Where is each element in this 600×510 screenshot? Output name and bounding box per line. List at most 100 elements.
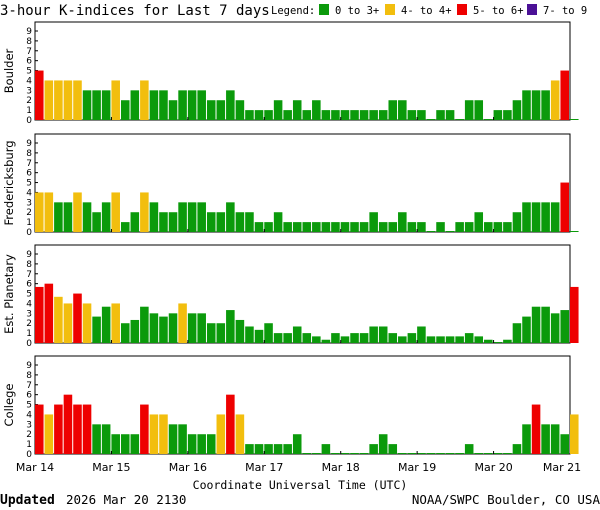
legend-swatch-yellow [385, 4, 395, 15]
k-index-bar [484, 119, 493, 120]
x-tick-label: Mar 20 [474, 461, 512, 474]
legend-item-purple: 7- to 9 [543, 5, 587, 17]
k-index-bar [120, 323, 130, 343]
k-index-bar [541, 202, 550, 232]
bars [35, 283, 579, 343]
panel-label: College [2, 384, 16, 427]
y-tick-label: 4 [26, 299, 32, 309]
k-index-bar [426, 336, 436, 343]
panel-label: Boulder [2, 48, 16, 93]
k-index-bar [283, 444, 292, 454]
k-index-bar [254, 329, 264, 343]
k-index-bar [44, 283, 54, 343]
k-index-bar [503, 453, 512, 454]
legend-swatch-red [457, 4, 467, 15]
k-index-bar [35, 192, 44, 232]
source-credit: NOAA/SWPC Boulder, CO USA [412, 492, 600, 507]
x-axis-title: Coordinate Universal Time (UTC) [193, 478, 408, 492]
k-index-bar [44, 414, 54, 454]
k-index-bar [54, 202, 63, 232]
k-index-bar [245, 212, 254, 232]
panel-label: Fredericksburg [2, 140, 16, 225]
k-index-bar [331, 333, 340, 343]
k-index-bar [407, 333, 417, 343]
k-index-bar [206, 323, 216, 343]
k-index-bar [187, 313, 197, 343]
k-index-bar [130, 212, 140, 232]
k-index-bar [273, 212, 283, 232]
k-index-bar [92, 90, 101, 120]
y-tick-label: 4 [26, 410, 32, 420]
k-index-bar [522, 90, 531, 120]
y-tick-label: 7 [26, 159, 32, 169]
y-tick-label: 8 [26, 149, 32, 159]
k-index-bar [369, 326, 378, 343]
k-index-bar [159, 212, 168, 232]
y-tick-label: 5 [26, 401, 32, 411]
k-index-bar [245, 110, 254, 120]
legend-item-green: 0 to 3+ [335, 5, 379, 17]
k-index-bar [206, 212, 216, 232]
k-index-bar [216, 323, 226, 343]
k-index-bar [120, 100, 130, 120]
k-index-bar [283, 333, 292, 343]
k-index-bar [254, 110, 264, 120]
k-index-bar [63, 303, 73, 343]
k-index-bar [522, 424, 531, 454]
k-index-bar [398, 100, 407, 120]
k-index-bar [273, 444, 283, 454]
k-index-bar [302, 333, 312, 343]
k-index-bar [493, 222, 503, 232]
k-index-bar [426, 453, 436, 454]
legend-swatch-purple [527, 4, 537, 15]
updated-value: 2026 Mar 20 2130 [66, 492, 186, 507]
k-index-bar [140, 306, 149, 343]
y-tick-label: 5 [26, 290, 32, 300]
k-index-bar [159, 316, 168, 343]
k-index-bar [369, 110, 378, 120]
y-tick-label: 6 [26, 280, 32, 290]
k-index-bar [359, 333, 369, 343]
y-tick-label: 3 [26, 309, 32, 319]
k-index-bar [216, 100, 226, 120]
k-index-bar [292, 222, 302, 232]
k-index-bar [120, 434, 130, 454]
y-tick-label: 8 [26, 37, 32, 47]
k-index-bar [560, 182, 569, 232]
y-tick-label: 8 [26, 260, 32, 270]
k-index-bar [168, 100, 178, 120]
k-index-bar [140, 192, 149, 232]
k-index-bar [178, 90, 187, 120]
k-index-bar [321, 222, 331, 232]
k-index-bar [73, 404, 82, 454]
k-index-bar [264, 444, 273, 454]
k-index-bar [378, 434, 388, 454]
k-index-bar [312, 453, 321, 454]
k-index-bar [550, 202, 560, 232]
k-index-bar [178, 202, 187, 232]
k-index-bar [331, 222, 340, 232]
k-index-bar [531, 306, 541, 343]
k-index-bar [206, 100, 216, 120]
k-index-bar [570, 119, 579, 120]
k-index-bar [359, 222, 369, 232]
k-index-bar [445, 453, 455, 454]
k-index-bar [531, 90, 541, 120]
k-index-bar [178, 424, 187, 454]
k-index-bar [63, 394, 73, 454]
k-index-bar [560, 434, 569, 454]
k-index-bar [474, 336, 484, 343]
y-tick-label: 2 [26, 208, 32, 218]
k-index-bar [302, 110, 312, 120]
k-index-bar [493, 342, 503, 343]
k-index-bar [340, 110, 350, 120]
k-index-bar [512, 444, 522, 454]
k-index-bar [350, 453, 359, 454]
k-index-bar [417, 222, 426, 232]
x-tick-label: Mar 17 [245, 461, 283, 474]
y-tick-label: 1 [26, 218, 32, 228]
k-index-bar [283, 110, 292, 120]
k-index-bar [522, 202, 531, 232]
